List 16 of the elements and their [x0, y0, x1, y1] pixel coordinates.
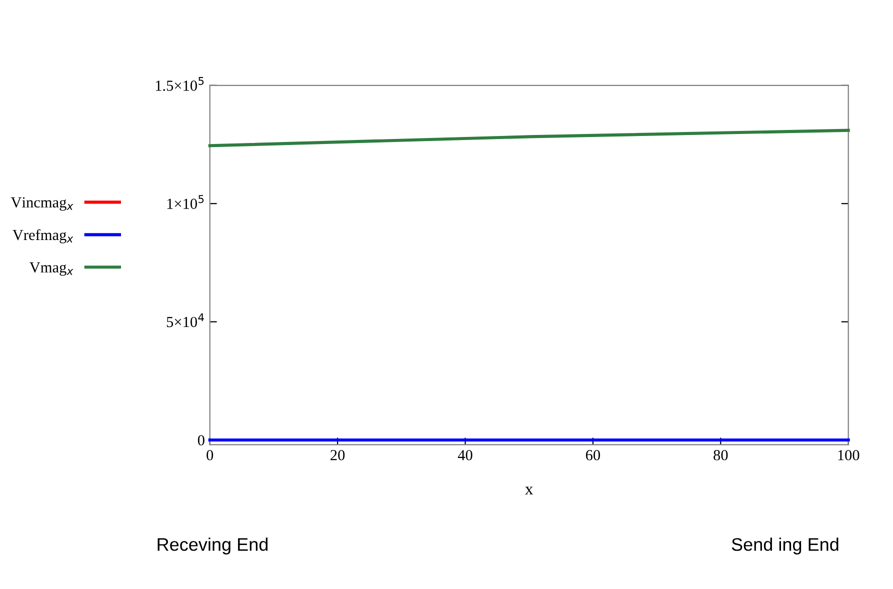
legend-label: Vincmag$_{x}$: [10, 197, 74, 211]
legend-label: Vmag$_{x}$: [30, 262, 74, 276]
text: Receving End: [158, 538, 268, 554]
y-tick-label: 1.5×10$^{5}$: [156, 77, 204, 91]
y-tick-label: 0: [198, 435, 204, 446]
legend-label: Vrefmag$_{x}$: [12, 229, 74, 244]
x-tick-label: 40: [458, 450, 472, 460]
text: Send ing End: [732, 538, 838, 554]
x-tick-label: 80: [714, 450, 728, 460]
x-tick-label: 60: [586, 450, 600, 460]
x-axis-title: x: [525, 486, 534, 494]
x-tick-label: 0: [206, 450, 214, 460]
x-tick-label: 100: [838, 450, 860, 460]
y-tick-label: 5×10$^{4}$: [166, 313, 204, 328]
y-tick-label: 1×10$^{5}$: [167, 195, 204, 209]
x-tick-label: 20: [330, 450, 345, 460]
